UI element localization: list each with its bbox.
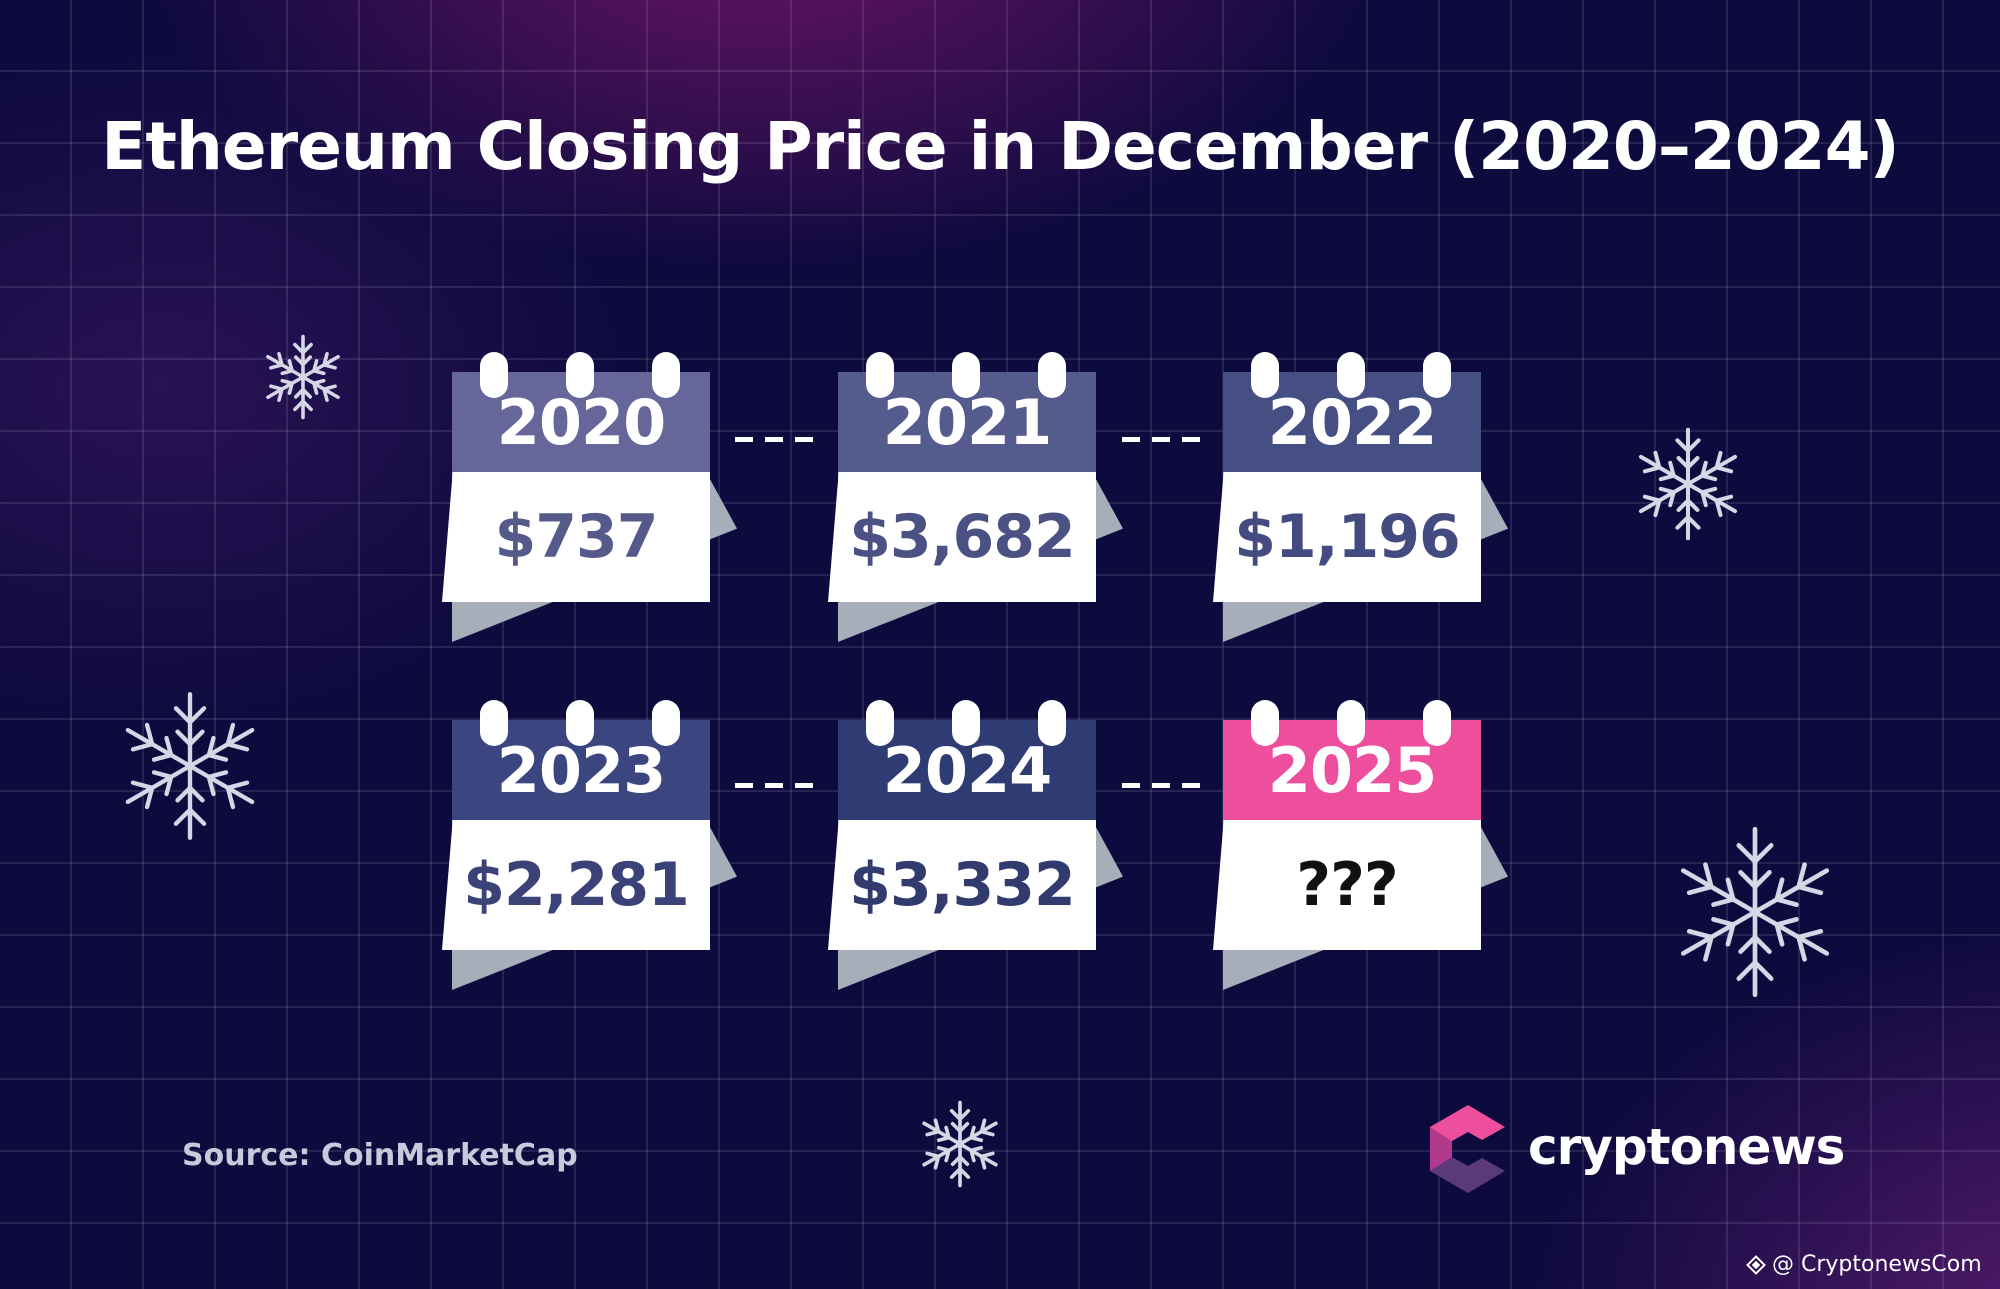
snowflake-icon — [1629, 427, 1747, 543]
calendar-ring — [866, 700, 894, 746]
calendar-value: $737 — [442, 472, 710, 602]
connector-dash — [735, 783, 825, 788]
calendar-ring — [1337, 352, 1365, 398]
calendar-value: $3,682 — [828, 472, 1096, 602]
calendar-2021: 2021 $3,682 — [828, 352, 1133, 642]
handle-text: @ CryptonewsCom — [1772, 1252, 1982, 1277]
snowflake-icon — [262, 334, 344, 420]
calendar-2020: 2020 $737 — [442, 352, 747, 642]
calendar-ring — [1423, 352, 1451, 398]
brand-name: cryptonews — [1528, 1118, 1845, 1176]
calendar-ring — [1038, 352, 1066, 398]
snowflake-icon — [112, 692, 268, 844]
calendar-ring — [1038, 700, 1066, 746]
calendar-value: $3,332 — [828, 820, 1096, 950]
calendar-ring — [480, 352, 508, 398]
connector-dash — [1122, 437, 1212, 442]
calendar-2023: 2023 $2,281 — [442, 700, 747, 990]
calendar-value: $1,196 — [1213, 472, 1481, 602]
calendar-value: $2,281 — [442, 820, 710, 950]
calendar-ring — [866, 352, 894, 398]
calendar-2025: 2025 ??? — [1213, 700, 1518, 990]
calendar-ring — [480, 700, 508, 746]
calendar-2022: 2022 $1,196 — [1213, 352, 1518, 642]
calendar-2024: 2024 $3,332 — [828, 700, 1133, 990]
calendar-value: ??? — [1213, 820, 1481, 950]
calendar-ring — [1251, 700, 1279, 746]
connector-dash — [735, 437, 825, 442]
cryptonews-logo-icon — [1430, 1105, 1505, 1193]
social-handle: @ CryptonewsCom — [1744, 1252, 1982, 1277]
snowflake-icon — [918, 1100, 1002, 1188]
calendar-ring — [1337, 700, 1365, 746]
calendar-ring — [566, 352, 594, 398]
calendar-ring — [1251, 352, 1279, 398]
page-title: Ethereum Closing Price in December (2020… — [101, 108, 1899, 185]
connector-dash — [1122, 783, 1212, 788]
source-label: Source: CoinMarketCap — [182, 1138, 578, 1173]
calendar-ring — [566, 700, 594, 746]
calendar-ring — [1423, 700, 1451, 746]
calendar-ring — [952, 700, 980, 746]
calendar-ring — [652, 700, 680, 746]
binance-diamond-icon — [1746, 1254, 1766, 1275]
calendar-ring — [952, 352, 980, 398]
calendar-ring — [652, 352, 680, 398]
snowflake-icon — [1665, 826, 1845, 1002]
